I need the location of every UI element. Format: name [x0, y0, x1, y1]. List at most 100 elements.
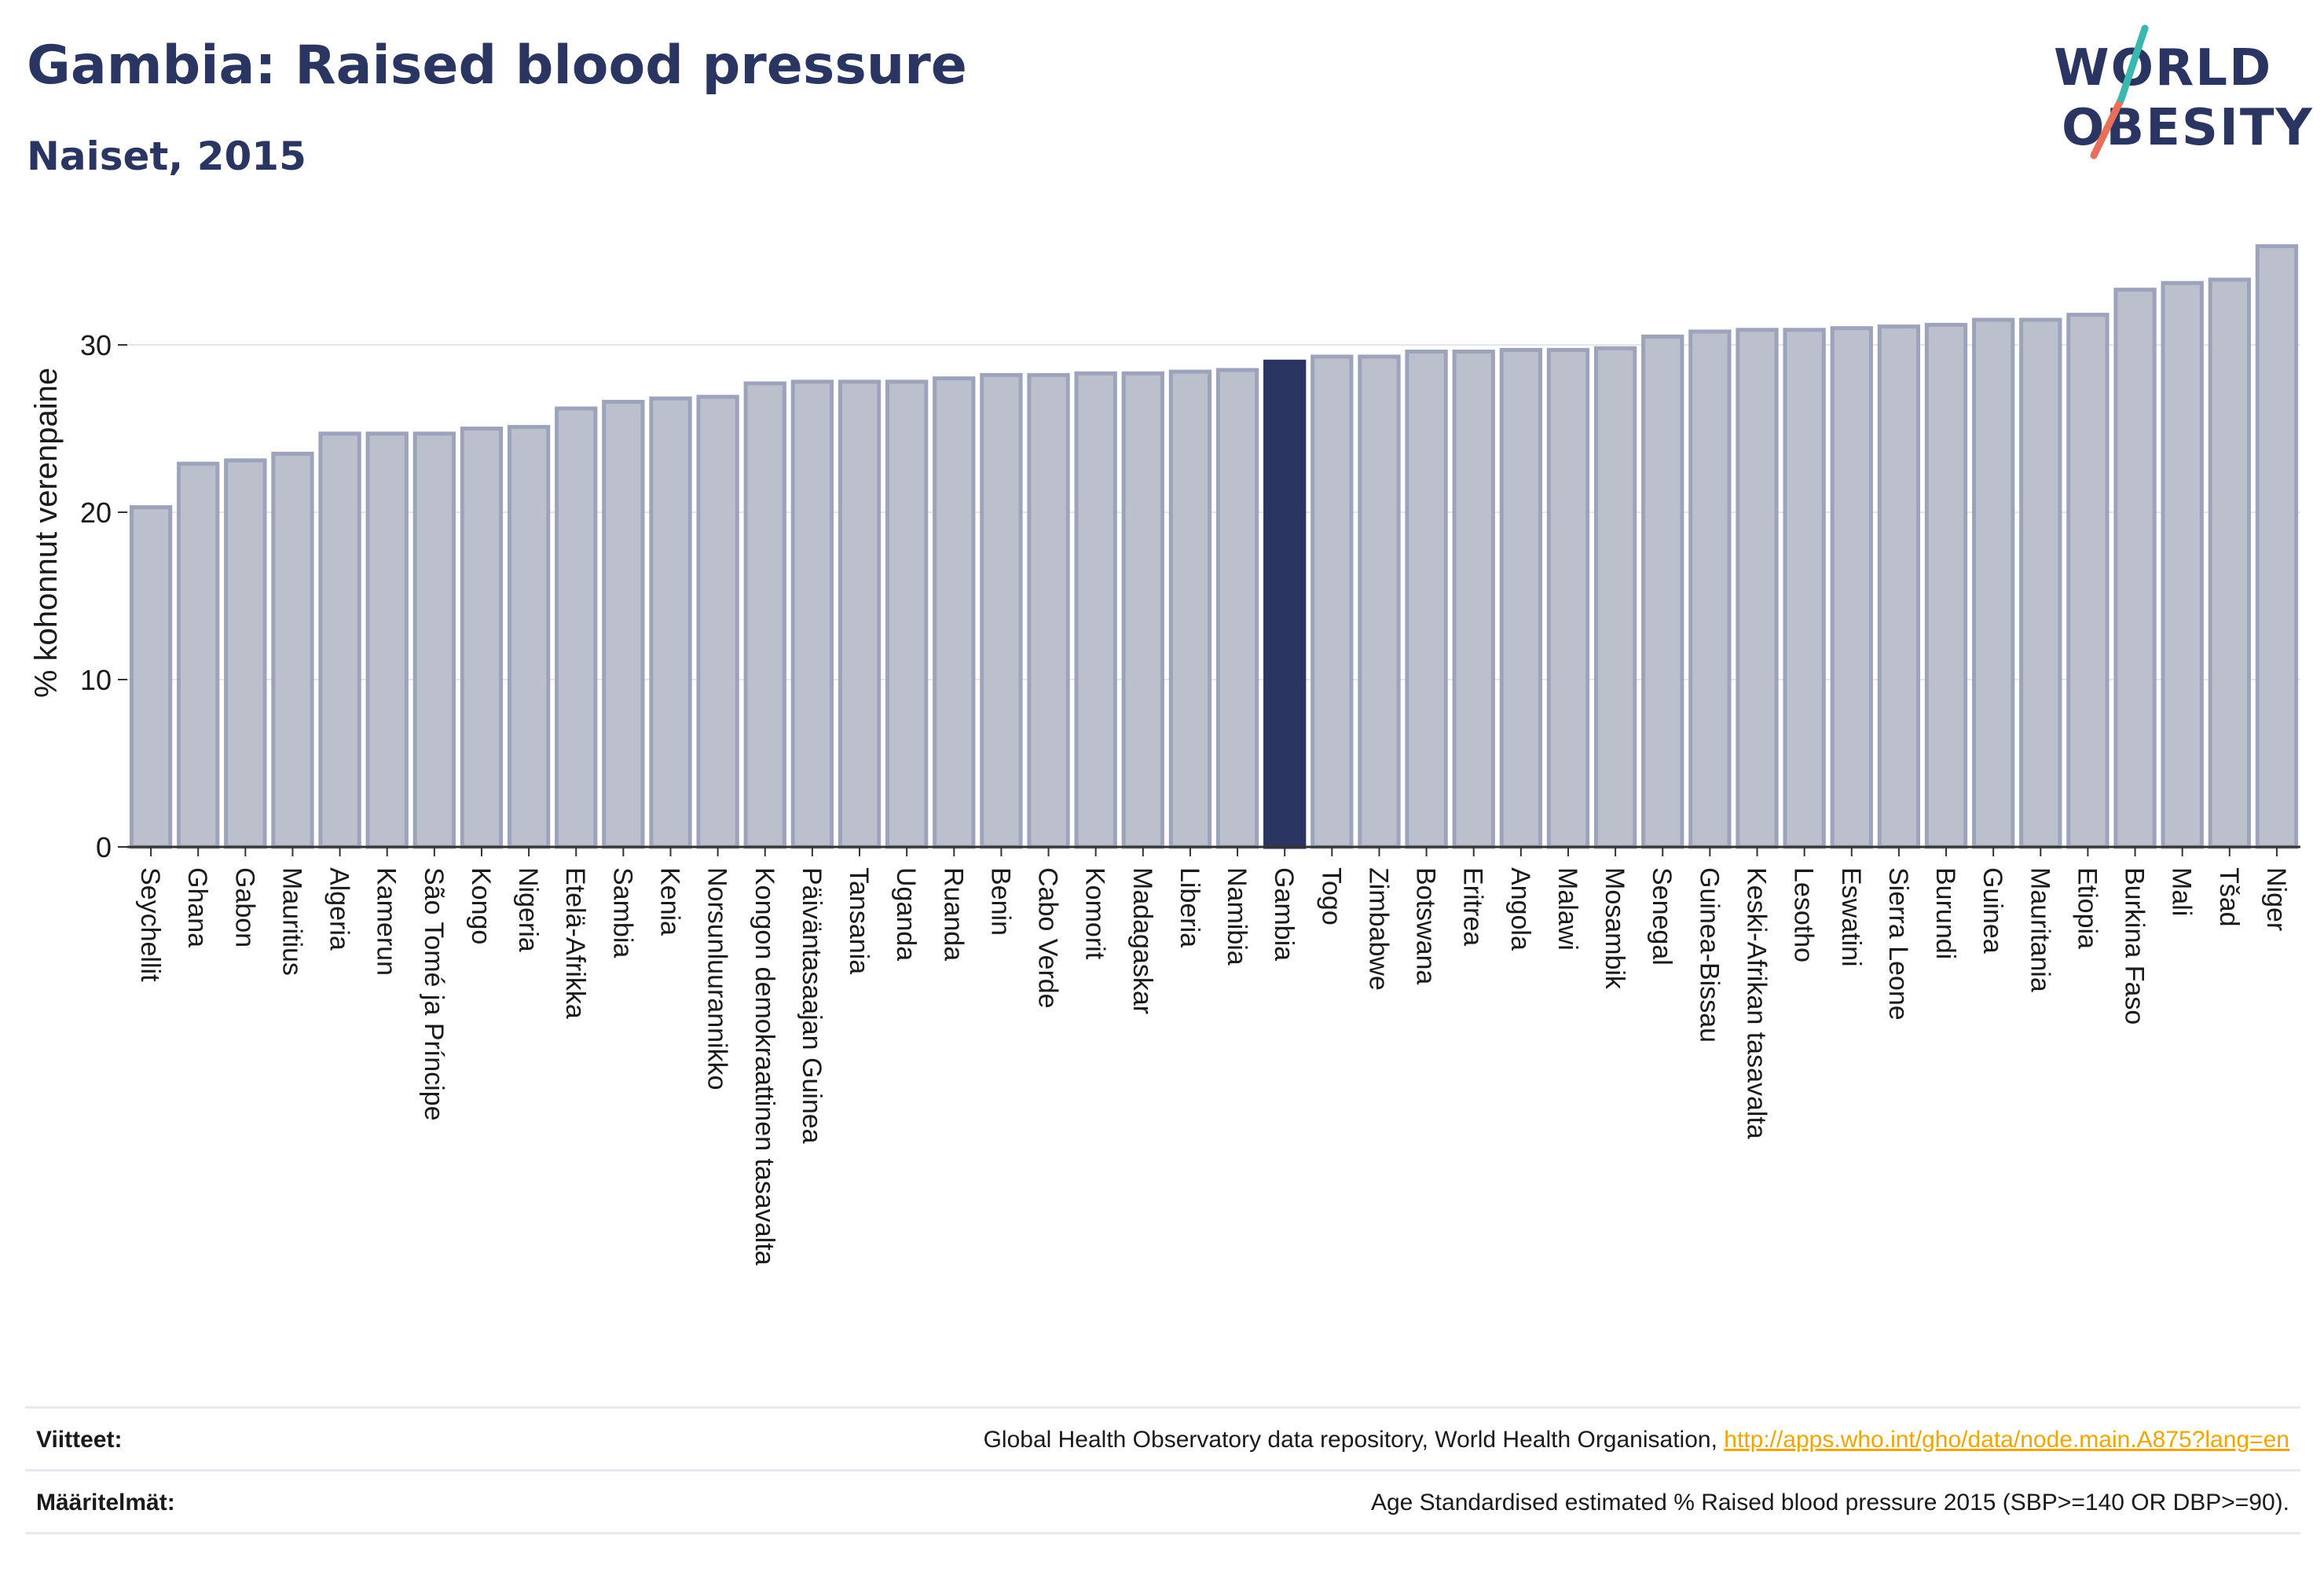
- definitions-row: Määritelmät: Age Standardised estimated …: [25, 1469, 2300, 1534]
- bar: [177, 461, 220, 849]
- x-tick-label: Kenia: [655, 867, 685, 936]
- references-link[interactable]: http://apps.who.int/gho/data/node.main.A…: [1724, 1427, 2289, 1453]
- x-tick-label: Nigeria: [513, 867, 543, 952]
- bar: [1405, 350, 1448, 849]
- x-tick-label: Benin: [985, 867, 1015, 936]
- x-tick-label: Eswatini: [1836, 867, 1866, 967]
- x-tick-label: Tšad: [2214, 867, 2244, 927]
- x-tick-label: Namibia: [1222, 867, 1252, 966]
- x-tick-label: Gabon: [229, 867, 259, 947]
- x-tick-label: Guinea: [1978, 867, 2007, 954]
- bar: [933, 376, 976, 849]
- y-axis-label: % kohonnut verenpaine: [29, 368, 64, 698]
- bar: [1546, 347, 1590, 849]
- x-tick-label: Senegal: [1647, 867, 1677, 966]
- bar: [1830, 326, 1873, 849]
- bar: [696, 394, 739, 849]
- x-tick-label: Burkina Faso: [2120, 867, 2150, 1024]
- x-tick-label: Tansania: [844, 867, 874, 974]
- x-tick-label: Sambia: [607, 867, 637, 958]
- bar: [838, 379, 882, 849]
- bar: [1593, 346, 1637, 849]
- x-tick-label: Etelä-Afrikka: [560, 867, 590, 1019]
- x-tick-label: Kongon demokraattinen tasavalta: [750, 867, 779, 1266]
- bar: [224, 458, 267, 849]
- bar: [1215, 368, 1259, 849]
- bar: [318, 431, 361, 849]
- bar: [1310, 354, 1354, 849]
- x-tick-label: Malawi: [1552, 867, 1582, 951]
- logo-slash-icon: [2090, 24, 2149, 159]
- bar: [1121, 371, 1164, 849]
- bar: [1027, 372, 1070, 849]
- bar: [129, 505, 173, 849]
- y-tick-label: 30: [80, 329, 112, 361]
- bar: [2255, 244, 2299, 849]
- x-tick-label: Gambia: [1269, 867, 1299, 961]
- x-tick-label: Madagaskar: [1127, 867, 1157, 1014]
- x-tick-label: Algeria: [324, 867, 354, 951]
- x-tick-label: Liberia: [1175, 867, 1204, 947]
- axes: 0 10 20 30: [80, 329, 2300, 863]
- bar: [460, 427, 504, 849]
- bar: [412, 431, 456, 849]
- x-tick-label: Niger: [2261, 867, 2291, 931]
- bar: [1736, 328, 1779, 849]
- x-tick-label: Zimbabwe: [1363, 867, 1393, 991]
- references-label: Viitteet:: [36, 1427, 123, 1453]
- bar: [1688, 329, 1732, 849]
- bar-highlighted: [1263, 359, 1307, 849]
- bar: [790, 379, 834, 849]
- bar: [1499, 347, 1543, 849]
- x-tick-label: Etiopia: [2072, 867, 2102, 949]
- x-tick-label: Mali: [2167, 867, 2197, 916]
- y-tick-label: 0: [96, 831, 112, 863]
- bars: [129, 244, 2299, 849]
- bar: [602, 399, 645, 849]
- definitions-text: Age Standardised estimated % Raised bloo…: [1370, 1490, 2289, 1516]
- bar: [507, 424, 551, 849]
- x-tick-label: Burundi: [1930, 867, 1960, 959]
- chart-subtitle: Naiset, 2015: [27, 134, 306, 179]
- bar: [2208, 277, 2251, 849]
- x-tick-label: Ghana: [182, 867, 212, 947]
- bar: [271, 451, 314, 849]
- definitions-label: Määritelmät:: [36, 1490, 175, 1516]
- bar: [1877, 324, 1921, 849]
- x-tick-label: Botswana: [1411, 867, 1441, 984]
- bar: [743, 381, 786, 849]
- x-tick-label: Mosambik: [1600, 867, 1629, 990]
- bar: [980, 372, 1023, 849]
- bar: [1168, 369, 1212, 849]
- x-tick-label: Keski-Afrikan tasavalta: [1742, 867, 1772, 1139]
- x-tick-label: Päiväntasaajan Guinea: [797, 867, 827, 1144]
- x-tick-label: Mauritius: [277, 867, 306, 976]
- bar: [1641, 334, 1684, 849]
- x-tick-label: Lesotho: [1789, 867, 1819, 962]
- bar: [365, 431, 409, 849]
- bar: [1783, 328, 1826, 849]
- references-text: Global Health Observatory data repositor…: [983, 1427, 1717, 1453]
- references-row: Viitteet: Global Health Observatory data…: [25, 1406, 2300, 1472]
- bar: [555, 406, 598, 849]
- bar: [2066, 313, 2110, 849]
- y-tick-label: 20: [80, 497, 112, 529]
- bar: [1452, 350, 1495, 849]
- x-tick-label: Togo: [1316, 867, 1346, 925]
- x-tick-label: Eritrea: [1458, 867, 1488, 946]
- bar: [1358, 354, 1401, 849]
- x-tick-label: Uganda: [891, 867, 921, 961]
- bar-chart: 0 10 20 30 Seychellit Ghana Gabon Mauritius Alg…: [29, 244, 2300, 1266]
- category-labels: Seychellit Ghana Gabon Mauritius Algeria Kame…: [135, 867, 2291, 1266]
- x-tick-label: Kongo: [466, 867, 496, 944]
- bar: [2113, 288, 2157, 849]
- bar: [1924, 322, 1968, 849]
- bar: [885, 379, 929, 849]
- x-tick-label: Ruanda: [938, 867, 968, 961]
- x-tick-label: Guinea-Bissau: [1694, 867, 1724, 1043]
- bar: [1971, 317, 2015, 849]
- world-obesity-logo: WORLD OBESITY: [2035, 24, 2312, 165]
- bar: [2019, 317, 2062, 849]
- references-value: Global Health Observatory data repositor…: [984, 1427, 2300, 1453]
- x-tick-label: Sierra Leone: [1883, 867, 1913, 1021]
